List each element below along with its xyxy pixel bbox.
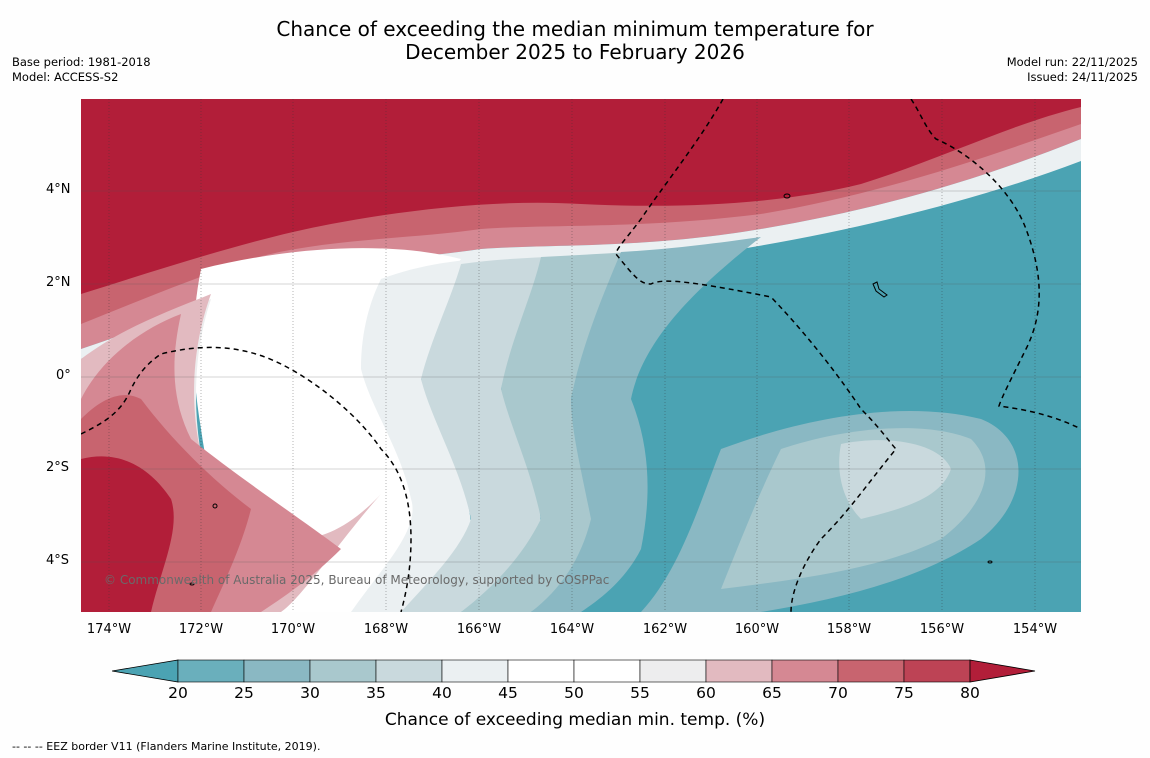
base-period: Base period: 1981-2018 <box>12 55 151 69</box>
lat-label-2n: 2°N <box>46 275 71 290</box>
colorbar-segment <box>639 659 707 683</box>
lon-label-156w: 156°W <box>919 622 965 637</box>
lon-label-170w: 170°W <box>270 622 316 637</box>
colorbar-tick-label: 20 <box>168 684 188 702</box>
meta-left: Base period: 1981-2018 Model: ACCESS-S2 <box>12 55 151 85</box>
lon-label-162w: 162°W <box>642 622 688 637</box>
colorbar-tick-label: 25 <box>234 684 254 702</box>
colorbar-tick-label: 50 <box>564 684 584 702</box>
contour-northern-80 <box>81 99 1081 294</box>
copyright-notice: © Commonwealth of Australia 2025, Bureau… <box>104 573 610 587</box>
colorbar-segment <box>573 659 641 683</box>
colorbar-segments <box>112 659 1036 683</box>
colorbar-segment <box>771 659 839 683</box>
colorbar-tick-label: 80 <box>960 684 980 702</box>
lon-label-174w: 174°W <box>86 622 132 637</box>
colorbar <box>112 659 1036 683</box>
colorbar-segment <box>705 659 773 683</box>
lat-label-0: 0° <box>56 368 71 383</box>
colorbar-segment <box>177 659 245 683</box>
islands <box>189 193 993 586</box>
colorbar-segment <box>441 659 509 683</box>
colorbar-tick-label: 55 <box>630 684 650 702</box>
colorbar-segment <box>243 659 311 683</box>
colorbar-segment <box>903 659 971 683</box>
lon-label-160w: 160°W <box>734 622 780 637</box>
contour-southeast-40 <box>839 440 951 519</box>
contour-central-45 <box>351 257 511 612</box>
issued-date: Issued: 24/11/2025 <box>1027 70 1138 84</box>
colorbar-extend-low <box>112 659 179 683</box>
lon-label-172w: 172°W <box>178 622 224 637</box>
graticule-lat <box>81 190 1081 563</box>
eez-borders <box>81 99 1081 612</box>
lon-label-168w: 168°W <box>363 622 409 637</box>
lat-label-2s: 2°S <box>46 460 70 475</box>
colorbar-segment <box>375 659 443 683</box>
lon-label-166w: 166°W <box>456 622 502 637</box>
model-name: Model: ACCESS-S2 <box>12 70 119 84</box>
title-line-1: Chance of exceeding the median minimum t… <box>276 17 874 41</box>
contour-central-30 <box>531 237 761 612</box>
lat-label-4s: 4°S <box>46 553 70 568</box>
colorbar-tick-label: 65 <box>762 684 782 702</box>
chart-title: Chance of exceeding the median minimum t… <box>0 18 1150 64</box>
contour-central-40 <box>401 254 611 612</box>
probability-map <box>81 99 1081 612</box>
colorbar-label: Chance of exceeding median min. temp. (%… <box>384 710 766 730</box>
colorbar-segment <box>507 659 575 683</box>
colorbar-tick-label: 75 <box>894 684 914 702</box>
lat-label-4n: 4°N <box>46 182 71 197</box>
lon-label-154w: 154°W <box>1012 622 1058 637</box>
lon-label-164w: 164°W <box>549 622 595 637</box>
title-line-2: December 2025 to February 2026 <box>405 40 745 64</box>
colorbar-tick-label: 60 <box>696 684 716 702</box>
meta-right: Model run: 22/11/2025 Issued: 24/11/2025 <box>1007 55 1138 85</box>
lon-label-158w: 158°W <box>826 622 872 637</box>
colorbar-tick-label: 30 <box>300 684 320 702</box>
eez-footnote: -- -- -- EEZ border V11 (Flanders Marine… <box>12 740 321 753</box>
model-run-date: Model run: 22/11/2025 <box>1006 55 1138 69</box>
colorbar-segment <box>309 659 377 683</box>
colorbar-tick-label: 45 <box>498 684 518 702</box>
colorbar-extend-high <box>969 659 1036 683</box>
colorbar-tick-label: 35 <box>366 684 386 702</box>
colorbar-segment <box>837 659 905 683</box>
colorbar-tick-label: 40 <box>432 684 452 702</box>
colorbar-tick-label: 70 <box>828 684 848 702</box>
contour-west-red-80 <box>81 456 174 612</box>
contour-northern-light <box>81 139 1081 359</box>
